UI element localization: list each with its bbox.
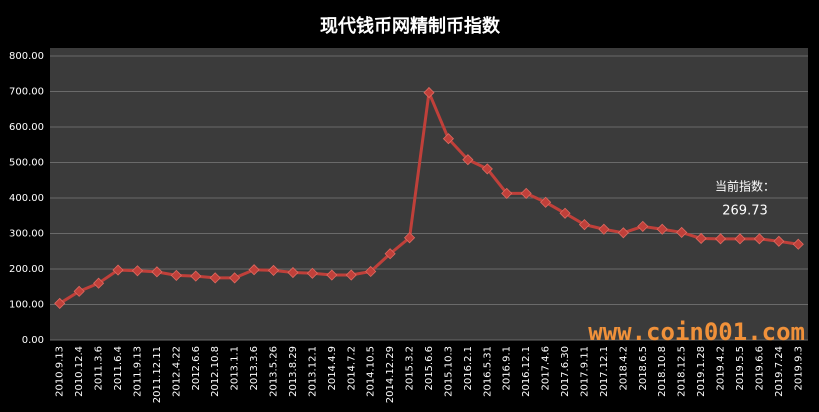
x-tick-label: 2015.6.6 (424, 346, 435, 391)
x-tick-label: 2017.9.11 (579, 346, 590, 397)
data-point (481, 163, 493, 175)
data-point (578, 219, 591, 231)
data-point (54, 297, 66, 310)
annotation: 当前指数： (715, 179, 775, 194)
data-point (287, 266, 299, 279)
x-tick-label: 2011.9.13 (132, 346, 143, 397)
data-point (462, 154, 474, 166)
y-tick-label: 100.00 (9, 300, 44, 311)
x-tick-label: 2010.12.4 (74, 346, 85, 397)
x-tick-label: 2016.12.1 (521, 346, 532, 397)
x-tick-label: 2018.12.5 (677, 346, 688, 397)
x-tick-label: 2013.12.1 (307, 346, 318, 397)
annotation: 269.73 (722, 204, 768, 219)
data-point (365, 265, 377, 278)
x-tick-label: 2011.12.11 (152, 346, 163, 403)
data-point (209, 272, 221, 284)
x-tick-label: 2014.4.9 (327, 346, 338, 391)
data-point (656, 223, 668, 235)
x-tick-label: 2012.6.6 (191, 346, 202, 391)
y-tick-label: 300.00 (9, 229, 44, 240)
x-tick-label: 2019.1.28 (696, 346, 707, 397)
data-point (151, 266, 163, 278)
data-point (695, 232, 707, 245)
data-point (773, 235, 785, 247)
x-tick-label: 2016.9.1 (502, 346, 513, 391)
x-tick-label: 2016.2.1 (463, 346, 474, 391)
y-tick-label: 0.00 (22, 335, 44, 346)
x-tick-label: 2014.7.2 (346, 346, 357, 391)
data-point (248, 264, 260, 276)
x-tick-label: 2011.6.4 (113, 346, 124, 391)
x-tick-label: 2019.4.2 (716, 346, 727, 391)
data-point (792, 238, 804, 250)
x-tick-label: 2017.4.6 (541, 346, 552, 391)
x-tick-label: 2016.5.31 (482, 346, 493, 397)
chart-title: 现代钱币网精制币指数 (320, 15, 501, 37)
data-point (170, 269, 182, 281)
data-point (229, 272, 241, 284)
x-tick-label: 2017.6.30 (560, 346, 571, 397)
x-tick-label: 2019.5.5 (735, 346, 746, 391)
data-point (753, 233, 765, 245)
data-point (540, 196, 552, 208)
data-point (73, 285, 85, 297)
data-point (714, 233, 727, 245)
data-point (131, 265, 144, 277)
data-point (423, 86, 435, 99)
data-point (267, 264, 280, 276)
data-point (617, 227, 629, 239)
x-tick-label: 2012.10.8 (210, 346, 221, 397)
x-tick-label: 2018.4.2 (618, 346, 629, 391)
data-point (306, 267, 318, 279)
data-point (93, 277, 105, 289)
x-tick-label: 2015.10.3 (443, 346, 454, 397)
x-tick-label: 2017.12.1 (599, 346, 610, 397)
x-tick-label: 2019.6.6 (754, 346, 765, 391)
x-tick-label: 2011.3.6 (94, 346, 105, 391)
data-point (520, 187, 532, 199)
x-tick-label: 2014.10.5 (366, 346, 377, 397)
data-point (326, 269, 338, 281)
watermark: www.coin001.com (588, 318, 805, 346)
data-point (734, 233, 746, 245)
x-tick-label: 2012.4.22 (171, 346, 182, 397)
y-tick-label: 500.00 (9, 158, 44, 169)
x-tick-label: 2014.12.29 (385, 346, 396, 403)
x-tick-label: 2015.3.2 (405, 346, 416, 391)
data-point (403, 232, 416, 244)
x-tick-label: 2018.6.5 (638, 346, 649, 391)
y-tick-label: 400.00 (9, 193, 44, 204)
data-point (559, 207, 571, 219)
y-tick-label: 700.00 (9, 87, 44, 98)
x-tick-label: 2019.7.24 (774, 346, 785, 397)
data-point (598, 223, 610, 235)
x-tick-label: 2018.10.8 (657, 346, 668, 397)
data-point (442, 133, 455, 145)
x-tick-label: 2013.3.6 (249, 346, 260, 391)
x-tick-label: 2010.9.13 (55, 346, 66, 397)
data-point (501, 187, 513, 199)
data-point (345, 269, 357, 281)
x-tick-label: 2013.5.26 (269, 346, 280, 397)
y-tick-label: 800.00 (9, 51, 44, 62)
data-point (190, 270, 202, 282)
data-point (676, 226, 688, 239)
data-point (637, 220, 649, 232)
x-tick-label: 2013.1.1 (230, 346, 241, 391)
y-tick-label: 600.00 (9, 122, 44, 133)
data-point (112, 264, 124, 276)
y-tick-label: 200.00 (9, 264, 44, 275)
x-tick-label: 2019.9.3 (793, 346, 804, 391)
x-tick-label: 2013.8.29 (288, 346, 299, 397)
data-point (384, 248, 396, 260)
